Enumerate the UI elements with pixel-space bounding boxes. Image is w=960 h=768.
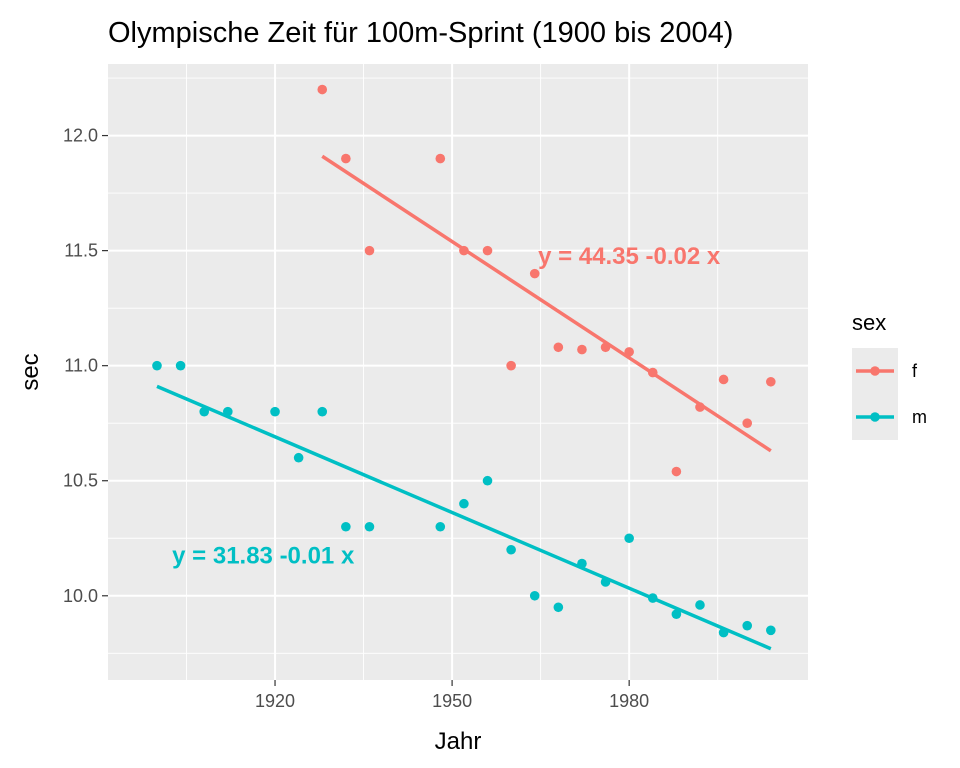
data-point-m — [766, 625, 776, 636]
data-point-f — [364, 245, 375, 256]
data-point-m — [270, 406, 280, 417]
data-point-m — [671, 609, 682, 619]
data-point-m — [223, 406, 233, 417]
equation-label-f: y = 44.35 -0.02 x — [538, 243, 721, 270]
y-tick-label: 11.5 — [64, 241, 98, 261]
data-point-f — [341, 153, 351, 164]
equation-label-m: y = 31.83 -0.01 x — [172, 542, 355, 569]
data-point-f — [718, 374, 729, 385]
data-point-m — [718, 627, 729, 638]
y-tick-label: 10.0 — [63, 586, 98, 606]
x-axis: 1920 1950 1980 — [255, 680, 649, 711]
legend-label-m: m — [912, 407, 927, 427]
data-point-m — [600, 577, 611, 587]
y-axis: 10.0 10.5 11.0 11.5 12.0 — [63, 126, 108, 606]
data-point-m — [341, 521, 351, 532]
equation-labels: y = 44.35 -0.02 x y = 31.83 -0.01 x — [172, 243, 721, 569]
data-point-m — [529, 590, 540, 601]
data-point-f — [766, 376, 776, 387]
minor-gridlines — [108, 64, 808, 680]
data-point-m — [482, 475, 493, 486]
legend: sex f m — [852, 310, 927, 440]
data-point-m — [695, 600, 705, 610]
data-point-f — [671, 466, 682, 477]
y-tick-label: 10.5 — [63, 471, 98, 491]
data-point-m — [152, 360, 162, 371]
data-point-m — [506, 544, 516, 555]
major-gridlines — [108, 64, 808, 680]
data-point-f — [459, 245, 469, 256]
y-axis-title: sec — [17, 353, 44, 390]
data-point-m — [624, 533, 634, 544]
legend-label-f: f — [912, 361, 918, 381]
data-point-m — [293, 452, 304, 463]
regression-line-m — [156, 384, 772, 651]
data-point-f — [695, 402, 705, 412]
data-point-m — [317, 406, 328, 417]
data-point-f — [482, 245, 493, 256]
data-point-m — [435, 521, 446, 532]
x-tick-label: 1980 — [609, 691, 649, 711]
y-tick-label: 12.0 — [63, 126, 98, 146]
regression-line-f — [321, 154, 772, 453]
y-tick-label: 11.0 — [64, 356, 98, 376]
data-point-f — [600, 342, 611, 353]
regression-lines — [156, 154, 772, 651]
x-tick-label: 1950 — [432, 691, 472, 711]
data-point-m — [553, 602, 564, 613]
data-point-f — [624, 347, 634, 357]
data-point-f — [577, 344, 587, 355]
data-point-m — [577, 558, 587, 569]
data-point-f — [553, 342, 564, 353]
x-tick-label: 1920 — [255, 691, 295, 711]
data-point-m — [199, 406, 210, 417]
data-point-m — [364, 521, 375, 532]
plot-panel — [108, 64, 808, 680]
data-point-f — [742, 418, 753, 428]
data-point-f — [529, 268, 540, 279]
data-point-f — [435, 153, 446, 164]
x-axis-title: Jahr — [435, 728, 482, 755]
data-point-m — [459, 498, 469, 509]
data-points — [152, 84, 776, 638]
data-point-f — [647, 367, 658, 378]
legend-key-point-f — [870, 366, 880, 376]
legend-title: sex — [852, 310, 886, 335]
data-point-f — [317, 84, 328, 95]
legend-key-point-m — [870, 412, 880, 422]
data-point-f — [506, 360, 516, 371]
chart-title: Olympische Zeit für 100m-Sprint (1900 bi… — [108, 17, 733, 49]
data-point-m — [742, 620, 753, 631]
data-point-m — [175, 360, 186, 371]
data-point-m — [647, 593, 658, 603]
